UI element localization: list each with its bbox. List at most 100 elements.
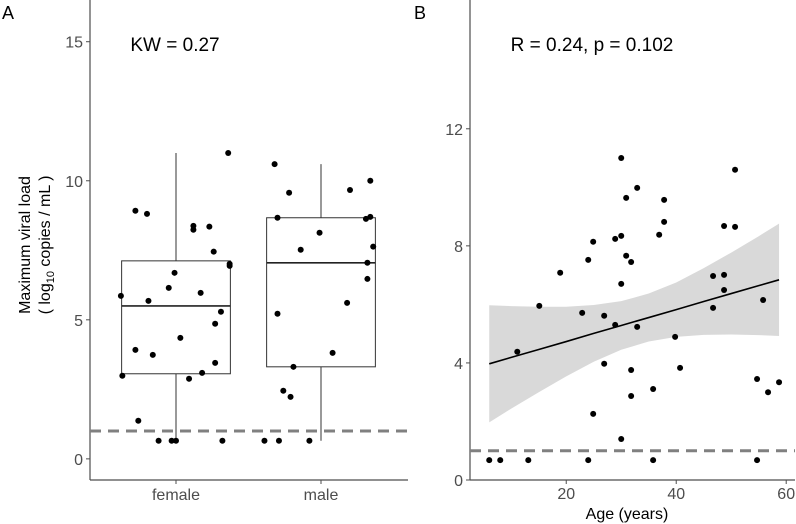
panel-a: A KW = 0.27 Maximum viral load ( log10 c… — [2, 0, 408, 504]
point-male — [275, 437, 282, 444]
point-female — [132, 346, 139, 353]
y-tick-label-a: 10 — [65, 174, 83, 191]
scatter-point — [628, 393, 635, 399]
point-female — [199, 369, 206, 376]
scatter-point — [661, 218, 668, 225]
y-label-suffix: copies / mL ) — [37, 176, 54, 271]
correlation-annotation: R = 0.24, p = 0.102 — [511, 35, 674, 56]
point-female — [117, 292, 124, 299]
panel-b: B R = 0.24, p = 0.102 0 4 8 12 20 40 60 Age (ye… — [414, 0, 795, 523]
point-male — [367, 213, 374, 220]
y-tick-label-a: 0 — [74, 452, 83, 469]
scatter-point — [536, 302, 543, 309]
scatter-point — [486, 457, 493, 464]
x-axis-label-b: Age (years) — [586, 506, 669, 523]
kw-annotation: KW = 0.27 — [130, 35, 219, 56]
x-tick-label-female: female — [152, 487, 200, 504]
point-female — [219, 437, 226, 444]
panel-a-label: A — [2, 3, 14, 23]
panel-b-label: B — [414, 3, 426, 23]
point-male — [290, 363, 297, 370]
scatter-point — [765, 389, 772, 396]
y-tick-label-a: 5 — [74, 313, 83, 330]
point-male — [329, 349, 336, 356]
scatter-point — [721, 287, 728, 294]
point-male — [274, 214, 281, 221]
point-female — [177, 334, 184, 341]
point-female — [144, 210, 150, 217]
point-male — [306, 437, 313, 444]
y-axis-label-a: Maximum viral load ( log10 copies / mL ) — [17, 176, 57, 315]
x-tick-label-b: 20 — [557, 486, 575, 503]
y-axis-label-line2: ( log10 copies / mL ) — [37, 176, 57, 315]
box-male — [266, 217, 376, 368]
scatter-point — [618, 436, 625, 443]
scatter-point — [525, 457, 532, 464]
point-male — [286, 189, 293, 196]
scatter-point — [760, 297, 767, 303]
scatter-point — [634, 184, 641, 191]
scatter-point — [650, 457, 657, 464]
point-female — [171, 269, 178, 276]
scatter-point — [601, 360, 608, 367]
scatter-point — [618, 155, 625, 162]
x-tick-label-b: 60 — [777, 486, 795, 503]
box-female — [121, 260, 231, 375]
point-female — [132, 207, 139, 214]
point-male — [344, 299, 351, 306]
y-tick-label-b: 12 — [445, 122, 463, 139]
point-female — [149, 351, 156, 358]
scatter-point — [754, 376, 761, 383]
scatter-point — [628, 366, 635, 373]
scatter-point — [656, 231, 663, 238]
scatter-point — [497, 457, 504, 464]
point-female — [168, 437, 175, 444]
confidence-band — [489, 223, 780, 423]
scatter-point — [721, 271, 728, 278]
y-tick-label-b: 4 — [454, 356, 463, 373]
x-tick-label-male: male — [304, 487, 339, 504]
point-male — [364, 259, 371, 266]
point-female — [212, 359, 219, 366]
scatter-point — [585, 457, 592, 464]
scatter-point — [585, 256, 592, 263]
point-male — [261, 437, 268, 444]
point-female — [225, 149, 232, 156]
scatter-point — [672, 333, 679, 340]
scatter-point — [721, 222, 728, 229]
point-male — [316, 229, 323, 236]
y-label-prefix: ( log — [37, 283, 54, 314]
scatter-point — [710, 304, 717, 311]
point-female — [210, 248, 217, 255]
x-tick-label-b: 40 — [667, 486, 685, 503]
point-male — [271, 161, 278, 168]
scatter-point — [514, 348, 521, 355]
point-female — [173, 437, 179, 444]
scatter-point — [628, 258, 635, 265]
point-female — [155, 437, 162, 444]
y-tick-label-b: 0 — [454, 473, 463, 490]
scatter-point — [776, 379, 783, 386]
point-male — [370, 243, 377, 250]
point-male — [287, 393, 294, 400]
y-tick-label-a: 15 — [65, 35, 83, 52]
point-male — [364, 275, 371, 282]
scatter-point — [754, 457, 761, 464]
scatter-point — [579, 309, 586, 316]
scatter-point — [677, 364, 684, 371]
scatter-point — [732, 166, 739, 173]
scatter-point — [634, 323, 641, 330]
point-female — [226, 262, 233, 269]
point-female — [119, 372, 126, 379]
point-female — [212, 320, 219, 327]
point-female — [186, 375, 193, 382]
point-male — [280, 387, 287, 394]
scatter-point — [618, 280, 625, 287]
scatter-point — [650, 385, 657, 392]
point-female — [206, 223, 213, 230]
y-tick-label-b: 8 — [454, 239, 463, 256]
point-female — [165, 284, 172, 291]
scatter-point — [618, 232, 625, 239]
point-male — [274, 310, 281, 317]
